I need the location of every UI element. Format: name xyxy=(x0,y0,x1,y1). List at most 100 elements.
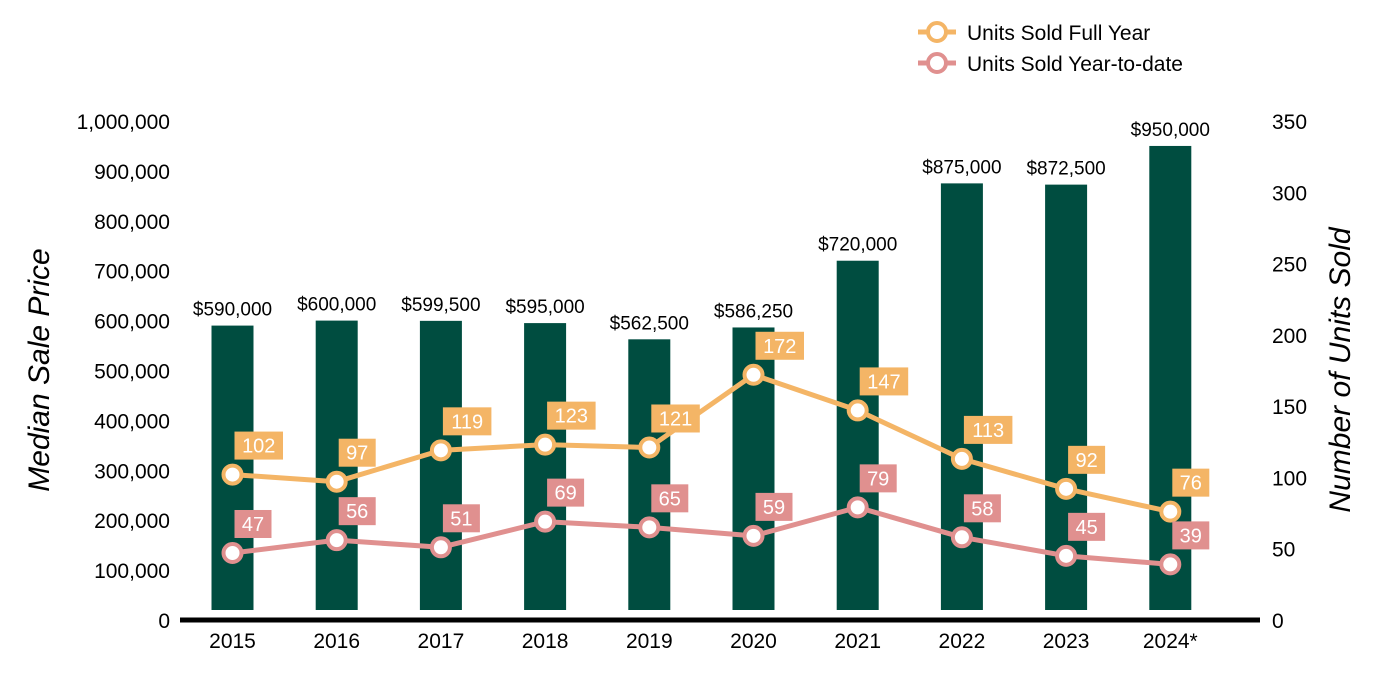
data-label: 56 xyxy=(346,501,368,523)
line-series: 102 97 119 123 121 172 147 113 92 76 47 56 51 69 65 59 7… xyxy=(221,331,1210,576)
data-label-box xyxy=(1068,445,1106,474)
left-y-tick-label: 900,000 xyxy=(94,161,170,184)
data-label-box xyxy=(859,367,909,396)
left-y-tick-label: 0 xyxy=(158,610,170,633)
data-label-box xyxy=(442,504,480,533)
right-y-tick-label: 50 xyxy=(1272,539,1295,562)
data-label-box xyxy=(1068,512,1106,541)
bar-value-label: $590,000 xyxy=(193,300,272,321)
data-label: 97 xyxy=(346,443,368,465)
data-point xyxy=(534,510,557,533)
data-label: 121 xyxy=(659,408,692,430)
right-y-tick-label: 100 xyxy=(1272,467,1307,490)
right-y-tick-label: 350 xyxy=(1272,111,1307,134)
data-label-box xyxy=(234,431,283,460)
data-label: 147 xyxy=(867,371,900,393)
left-y-tick-label: 100,000 xyxy=(94,560,170,583)
data-label-box xyxy=(1172,521,1210,550)
data-point xyxy=(846,399,869,422)
data-point xyxy=(1055,544,1078,567)
data-point xyxy=(1159,553,1182,576)
right-y-tick-label: 0 xyxy=(1272,610,1284,633)
line-series-full-year: 102 97 119 123 121 172 147 113 92 76 xyxy=(221,331,1210,523)
bar-value-label: $720,000 xyxy=(818,235,897,256)
legend-swatch-marker xyxy=(926,52,948,74)
left-y-tick-label: 200,000 xyxy=(94,510,170,533)
bar-2021 xyxy=(836,260,879,610)
x-tick-label: 2024* xyxy=(1143,630,1198,653)
data-label-box xyxy=(338,438,376,467)
bar-value-label: $875,000 xyxy=(922,157,1001,178)
data-point xyxy=(846,496,869,519)
data-label-box xyxy=(234,509,272,538)
x-tick-label: 2016 xyxy=(313,630,360,653)
data-label: 47 xyxy=(242,514,264,536)
legend-swatch-marker xyxy=(926,21,948,43)
data-label: 123 xyxy=(555,406,588,428)
data-label: 39 xyxy=(1180,525,1202,547)
bar-2018 xyxy=(524,323,567,610)
axis-titles: Median Sale Price Number of Units Sold xyxy=(23,226,1357,512)
x-tick-label: 2018 xyxy=(522,630,569,653)
data-label: 92 xyxy=(1075,450,1097,472)
data-label: 119 xyxy=(451,411,483,433)
data-point xyxy=(325,529,348,552)
data-label: 65 xyxy=(659,488,681,510)
bar-value-label: $562,500 xyxy=(610,313,689,334)
series-line xyxy=(230,504,1173,567)
x-tick-label: 2017 xyxy=(418,630,465,653)
bar-value-label: $595,000 xyxy=(505,297,584,318)
data-label-box xyxy=(442,407,492,436)
data-label-box xyxy=(547,478,585,507)
x-tick-label: 2019 xyxy=(626,630,673,653)
data-point xyxy=(221,463,244,486)
data-point xyxy=(742,524,765,547)
data-point xyxy=(534,433,557,456)
x-tick-label: 2022 xyxy=(939,630,986,653)
data-label-box xyxy=(755,492,793,521)
data-label: 45 xyxy=(1075,517,1097,539)
data-label: 69 xyxy=(554,483,576,505)
data-label: 58 xyxy=(971,498,993,520)
bar-value-label: $599,500 xyxy=(401,295,480,316)
x-tick-label: 2023 xyxy=(1043,630,1090,653)
bar-value-labels: $590,000 $600,000 $599,500 $595,000 $562,500… xyxy=(193,120,1210,334)
bar-2019 xyxy=(628,339,671,610)
x-tick-label: 2015 xyxy=(209,630,256,653)
data-label-box xyxy=(963,415,1013,444)
data-label: 76 xyxy=(1180,473,1202,495)
data-label: 59 xyxy=(763,497,785,519)
bar-value-label: $872,500 xyxy=(1026,159,1105,180)
right-y-tick-label: 200 xyxy=(1272,325,1307,348)
left-y-tick-label: 500,000 xyxy=(94,361,170,384)
data-label-box xyxy=(338,497,376,526)
left-y-tick-label: 700,000 xyxy=(94,261,170,284)
data-point xyxy=(638,436,661,459)
legend-label: Units Sold Year-to-date xyxy=(967,53,1183,76)
data-point xyxy=(950,526,973,549)
data-point xyxy=(221,541,244,564)
left-axis-title: Median Sale Price xyxy=(23,248,56,491)
data-point xyxy=(1159,500,1182,523)
left-y-axis-ticks: 0 100,000 200,000 300,000 400,000 500,000 600,… xyxy=(77,111,170,633)
data-label-box xyxy=(859,464,897,493)
bar-value-label: $586,250 xyxy=(714,301,793,322)
left-y-tick-label: 400,000 xyxy=(94,410,170,433)
data-label-box xyxy=(755,331,804,360)
data-label: 102 xyxy=(242,436,275,458)
legend: Units Sold Full Year Units Sold Year-to-d… xyxy=(918,21,1183,76)
data-label-box xyxy=(651,404,700,433)
bar-value-label: $600,000 xyxy=(297,295,376,316)
legend-item: Units Sold Year-to-date xyxy=(918,52,1183,76)
left-y-tick-label: 800,000 xyxy=(94,211,170,234)
data-point xyxy=(325,470,348,493)
x-tick-label: 2021 xyxy=(834,630,881,653)
data-point xyxy=(950,447,973,470)
data-label-box xyxy=(547,401,596,430)
right-y-tick-label: 250 xyxy=(1272,254,1307,277)
data-label: 172 xyxy=(763,336,796,358)
data-label-box xyxy=(1172,468,1210,497)
data-point xyxy=(429,536,452,559)
series-line xyxy=(230,372,1173,515)
